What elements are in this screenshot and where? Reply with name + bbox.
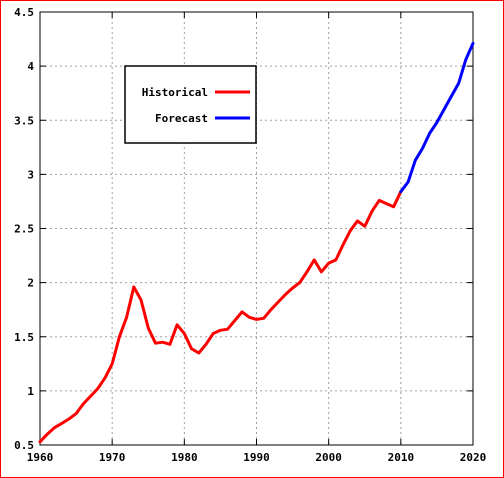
- data-series: [38, 41, 475, 444]
- x-tick-label: 1980: [171, 451, 198, 464]
- legend-label-forecast: Forecast: [155, 112, 208, 125]
- y-tick-label: 0.5: [14, 439, 34, 452]
- y-tick-label: 3: [27, 168, 34, 181]
- y-axis-tick-labels: 0.5 1 1.5 2 2.5 3 3.5 4 4.5: [14, 6, 34, 452]
- grid-lines: [40, 12, 473, 445]
- legend-label-historical: Historical: [142, 86, 208, 99]
- x-tick-label: 2000: [315, 451, 342, 464]
- y-tick-label: 4: [27, 60, 34, 73]
- y-tick-label: 2.5: [14, 223, 34, 236]
- x-tick-label: 1960: [27, 451, 54, 464]
- y-tick-label: 1.5: [14, 331, 34, 344]
- x-tick-label: 2020: [460, 451, 487, 464]
- legend: Historical Forecast: [124, 65, 257, 144]
- x-tick-label: 1990: [243, 451, 270, 464]
- y-tick-label: 3.5: [14, 114, 34, 127]
- legend-box: [124, 65, 257, 144]
- x-tick-label: 2010: [388, 451, 415, 464]
- x-tick-label: 1970: [99, 451, 126, 464]
- series-line-historical: [38, 190, 403, 444]
- x-axis-tick-labels: 1960 1970 1980 1990 2000 2010 2020: [27, 451, 487, 464]
- y-tick-label: 4.5: [14, 6, 34, 19]
- axis-ticks: [39, 11, 474, 446]
- y-tick-label: 2: [27, 277, 34, 290]
- y-tick-label: 1: [27, 385, 34, 398]
- series-line-forecast: [399, 41, 475, 194]
